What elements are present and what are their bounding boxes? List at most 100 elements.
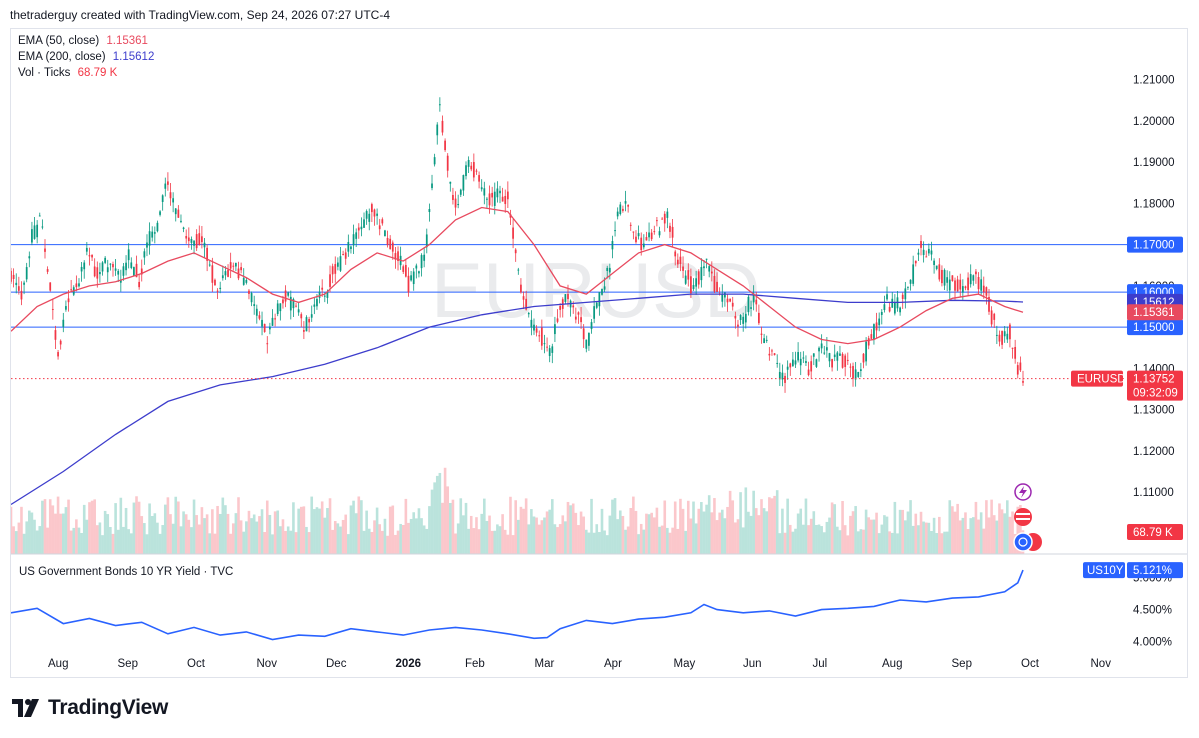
- volume-bar: [446, 486, 450, 554]
- candle: [1003, 331, 1006, 337]
- candle: [344, 252, 347, 259]
- candle: [486, 198, 488, 200]
- volume-bar: [938, 516, 941, 554]
- candle: [925, 256, 928, 258]
- volume-bar: [990, 499, 993, 554]
- candle: [227, 269, 229, 277]
- volume-bar: [22, 533, 26, 554]
- candle: [839, 353, 841, 356]
- candle: [355, 232, 358, 239]
- candle: [370, 204, 373, 213]
- volume-bar: [143, 523, 146, 554]
- volume-bar: [315, 507, 319, 554]
- price-tags: 1.170001.160001.150001.156121.153611.137…: [1071, 236, 1183, 540]
- volume-bar: [692, 501, 695, 554]
- chart-svg[interactable]: EURUSD 1.21000 1.20000 1.19000 1.18000 1.170…: [11, 29, 1187, 677]
- candle: [386, 237, 389, 246]
- candle: [347, 241, 350, 252]
- volume-bar: [862, 529, 865, 554]
- volume-bar: [634, 510, 638, 554]
- volume-bar: [1006, 500, 1009, 554]
- candle: [755, 299, 758, 305]
- candle: [106, 267, 109, 273]
- chart-frame[interactable]: EURUSD 1.21000 1.20000 1.19000 1.18000 1.170…: [10, 28, 1188, 678]
- volume-bar: [945, 531, 949, 554]
- volume-bar: [768, 497, 771, 554]
- candles-layer: [11, 97, 1024, 393]
- volume-bar: [116, 529, 120, 554]
- candle: [797, 352, 799, 361]
- time-axis[interactable]: Aug Sep Oct Nov Dec 2026 Feb Mar Apr May Jun Jul Aug…: [48, 658, 1111, 670]
- time-tick-label: May: [674, 658, 696, 670]
- candle: [650, 232, 653, 240]
- candle: [221, 275, 224, 279]
- candle: [339, 256, 342, 271]
- volume-bar: [41, 500, 44, 554]
- volume-bar: [870, 519, 873, 554]
- candle: [93, 266, 96, 277]
- candle: [321, 287, 324, 290]
- volume-bar: [135, 496, 138, 554]
- legend-ema50[interactable]: EMA (50, close) 1.15361: [18, 35, 148, 47]
- volume-bar: [11, 506, 13, 554]
- candle: [870, 334, 873, 339]
- volume-bar: [237, 497, 240, 554]
- time-tick-label: Aug: [882, 658, 902, 670]
- candle: [880, 311, 883, 315]
- volume-bar: [407, 522, 410, 554]
- candle: [156, 222, 159, 232]
- candle: [810, 361, 813, 372]
- volume-bar: [600, 508, 604, 554]
- candle: [1011, 347, 1014, 349]
- volume-bar: [341, 519, 345, 554]
- volume-bar: [360, 500, 363, 554]
- legend-ema200[interactable]: EMA (200, close) 1.15612: [18, 51, 154, 63]
- volume-bar: [658, 526, 661, 554]
- candle: [334, 264, 337, 274]
- volume-bar: [833, 504, 837, 554]
- volume-bar: [841, 501, 844, 554]
- candle: [350, 246, 352, 250]
- yield-axis[interactable]: 5.000%4.500%4.000%US10Y 5.121%: [1083, 562, 1183, 648]
- candle: [201, 236, 203, 243]
- candle: [535, 328, 538, 333]
- volume-bar: [93, 499, 96, 554]
- candle: [909, 279, 912, 284]
- tradingview-logo-icon: [12, 697, 42, 719]
- volume-bar: [208, 533, 212, 554]
- candle: [289, 296, 292, 311]
- candle: [642, 243, 645, 248]
- candle: [922, 249, 925, 256]
- candle: [546, 346, 548, 348]
- volume-bar: [161, 525, 164, 554]
- volume-bar: [12, 526, 15, 554]
- candle: [692, 285, 695, 289]
- candle: [831, 359, 833, 368]
- volume-bar: [820, 526, 823, 554]
- candle: [12, 274, 15, 279]
- yield-line: [11, 569, 1024, 641]
- candle: [700, 267, 703, 281]
- candle: [161, 195, 164, 202]
- volume-bar: [854, 506, 857, 554]
- candle: [554, 324, 556, 335]
- volume-bar: [956, 503, 959, 554]
- legend-volume[interactable]: Vol · Ticks 68.79 K: [18, 67, 117, 79]
- candle: [580, 317, 582, 323]
- candle: [975, 271, 977, 275]
- volume-bar: [786, 498, 789, 554]
- candle: [988, 297, 990, 312]
- tradingview-logo[interactable]: TradingView: [12, 696, 168, 720]
- candle: [697, 271, 700, 285]
- candle: [938, 264, 941, 280]
- yield-symbol-tag-bg: [1083, 562, 1125, 579]
- candle: [423, 254, 426, 261]
- volume-bar: [809, 518, 813, 554]
- chart-attribution: thetraderguy created with TradingView.co…: [10, 8, 390, 22]
- volume-bar: [292, 502, 295, 554]
- candle: [792, 359, 794, 367]
- volume-bar: [51, 505, 55, 554]
- volume-bar: [598, 532, 601, 554]
- volume-bar: [101, 535, 104, 554]
- volume-bar: [250, 518, 253, 554]
